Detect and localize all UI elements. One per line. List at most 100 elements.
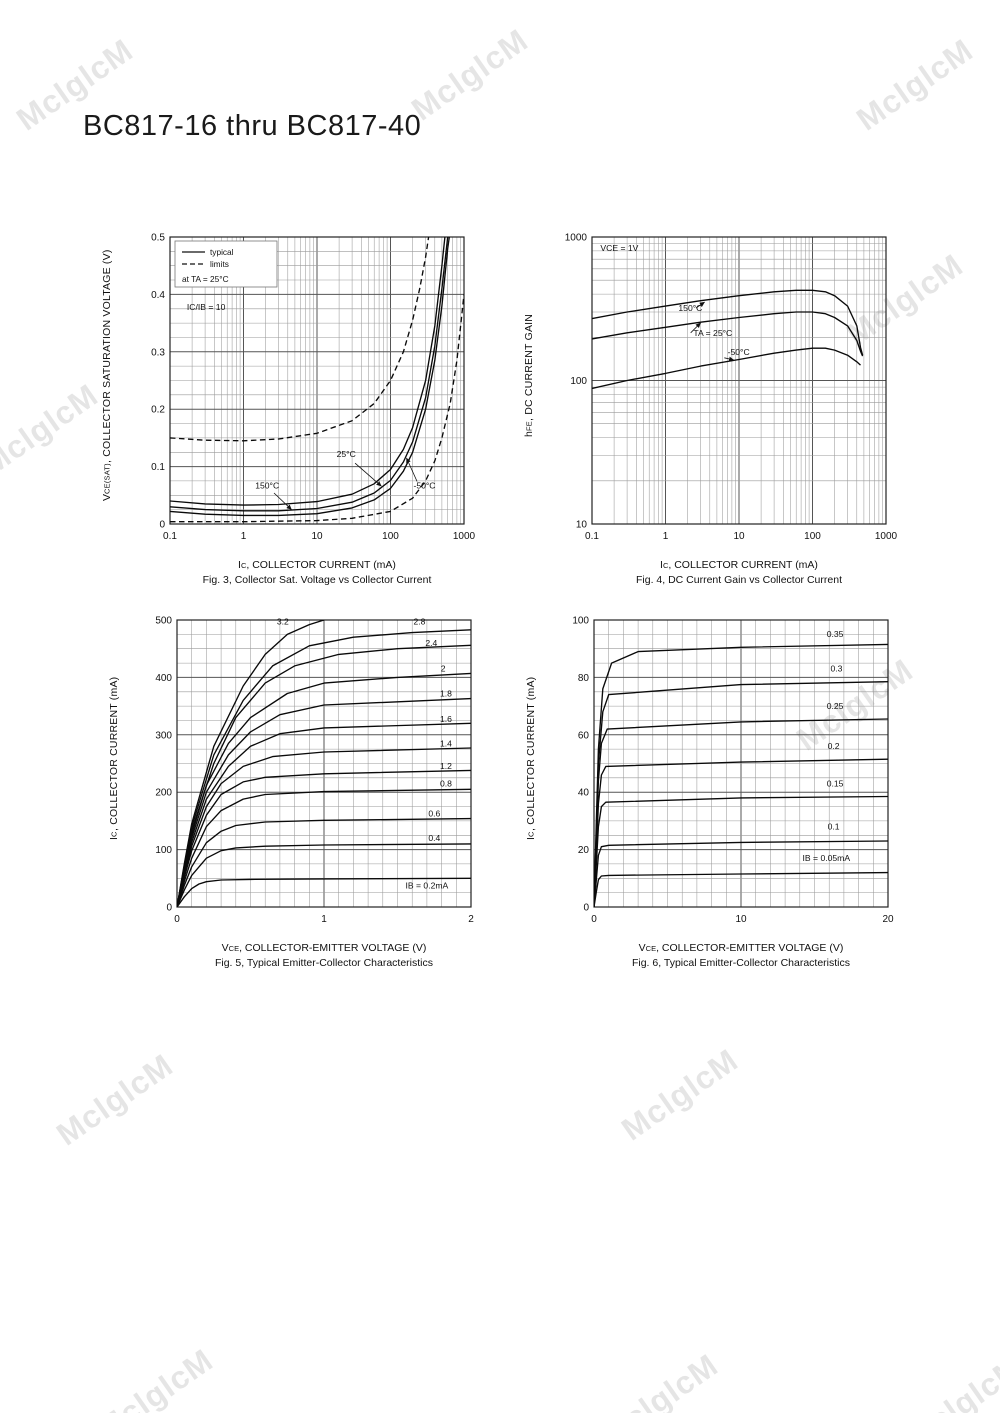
svg-text:150°C: 150°C bbox=[678, 303, 702, 313]
svg-text:0.25: 0.25 bbox=[827, 701, 844, 711]
svg-text:at TA = 25°C: at TA = 25°C bbox=[182, 274, 229, 284]
svg-text:60: 60 bbox=[578, 730, 590, 741]
y-axis-text: , DC CURRENT GAIN bbox=[523, 313, 535, 422]
fig3-y-axis-title: V CE(SAT), COLLECTOR SATURATION VOLTAGE (… bbox=[96, 227, 118, 524]
annotation-arrow bbox=[354, 462, 382, 487]
svg-text:1: 1 bbox=[241, 531, 247, 542]
svg-text:1.2: 1.2 bbox=[440, 761, 452, 771]
annotations: IC/IB = 10 25°C 150°C -50°C bbox=[187, 302, 436, 491]
svg-text:-50°C: -50°C bbox=[413, 480, 435, 490]
svg-text:0.6: 0.6 bbox=[428, 808, 440, 818]
series-ib-0.1mA bbox=[594, 840, 888, 907]
annotations: 3.2 2.8 2.4 2 1.8 1.6 1.4 1.2 0.8 0.6 0.4 IB = 0.2m… bbox=[277, 617, 452, 891]
x-axis-text: , COLLECTOR-EMITTER VOLTAGE (V) bbox=[656, 942, 844, 954]
series bbox=[177, 620, 471, 907]
fig6-x-axis-title: VCE, COLLECTOR-EMITTER VOLTAGE (V) bbox=[542, 942, 904, 954]
svg-text:80: 80 bbox=[578, 673, 590, 684]
fig3-caption: Fig. 3, Collector Sat. Voltage vs Collec… bbox=[202, 574, 432, 586]
y-axis-subscript: C bbox=[526, 831, 536, 837]
x-axis-symbol: V bbox=[221, 942, 229, 954]
fig5-x-axis-title: VCE, COLLECTOR-EMITTER VOLTAGE (V) bbox=[125, 942, 487, 954]
svg-text:300: 300 bbox=[155, 730, 172, 741]
svg-text:0.5: 0.5 bbox=[151, 233, 165, 244]
svg-text:0.35: 0.35 bbox=[827, 629, 844, 639]
figure-4: h FE, DC CURRENT GAIN 0.1 1 10 100 1000 10 100 1… bbox=[518, 227, 910, 587]
x-axis-text: , COLLECTOR CURRENT (mA) bbox=[668, 559, 818, 571]
annotation-arrow bbox=[406, 457, 418, 482]
annotation-arrow bbox=[690, 322, 701, 334]
series-limit-upper bbox=[170, 237, 430, 442]
svg-text:0: 0 bbox=[583, 903, 589, 914]
watermark: MclglcM bbox=[594, 1346, 725, 1413]
svg-text:100: 100 bbox=[155, 845, 172, 856]
fig3-x-axis-title: IC, COLLECTOR CURRENT (mA) bbox=[118, 559, 480, 571]
fig4-y-axis-title: h FE, DC CURRENT GAIN bbox=[518, 227, 540, 524]
fig5-chart-canvas: 0 1 2 0 100 200 300 400 500 3.2 2.8 2.4 2 1.8 1.6 1.4 1.… bbox=[155, 616, 474, 926]
series-ib-0.05mA bbox=[594, 871, 888, 907]
grid bbox=[176, 619, 472, 908]
page-title: BC817-16 thru BC817-40 bbox=[83, 110, 422, 142]
svg-text:100: 100 bbox=[570, 376, 587, 387]
annotation-arrow bbox=[273, 492, 292, 510]
x-axis-text: , COLLECTOR-EMITTER VOLTAGE (V) bbox=[239, 942, 427, 954]
watermark: MclglcM bbox=[0, 376, 105, 483]
series-ib-0.4mA bbox=[177, 843, 471, 907]
y-axis-text: , COLLECTOR CURRENT (mA) bbox=[525, 676, 537, 832]
watermark: MclglcM bbox=[614, 1041, 745, 1148]
grid bbox=[593, 619, 889, 908]
x-axis-symbol: V bbox=[638, 942, 646, 954]
series-ib-0.15mA bbox=[594, 795, 888, 907]
series-ib-0.6mA bbox=[177, 817, 471, 907]
series-typical-minus50C bbox=[170, 237, 446, 506]
svg-text:TA = 25°C: TA = 25°C bbox=[693, 328, 732, 338]
svg-text:0.2: 0.2 bbox=[151, 405, 165, 416]
plot-border bbox=[591, 236, 887, 525]
x-axis-symbol: I bbox=[238, 559, 241, 571]
svg-text:10: 10 bbox=[733, 531, 745, 542]
axis-tick-labels: 0 1 2 0 100 200 300 400 500 bbox=[155, 616, 474, 926]
svg-text:typical: typical bbox=[210, 247, 234, 257]
svg-text:1.8: 1.8 bbox=[440, 688, 452, 698]
y-axis-symbol: V bbox=[101, 494, 113, 502]
svg-text:0: 0 bbox=[591, 914, 597, 925]
series bbox=[594, 643, 888, 907]
series bbox=[592, 289, 864, 390]
watermark: MclglcM bbox=[849, 31, 980, 138]
svg-text:1000: 1000 bbox=[453, 531, 476, 542]
series-ib-0.2mA bbox=[177, 877, 471, 907]
series-ib-1.4mA bbox=[177, 747, 471, 907]
svg-text:0: 0 bbox=[174, 914, 180, 925]
svg-text:0.1: 0.1 bbox=[585, 531, 599, 542]
x-axis-text: , COLLECTOR CURRENT (mA) bbox=[246, 559, 396, 571]
x-axis-subscript: CE bbox=[228, 944, 240, 953]
svg-text:100: 100 bbox=[572, 616, 589, 627]
svg-text:25°C: 25°C bbox=[337, 449, 356, 459]
grid bbox=[591, 236, 887, 525]
svg-text:0: 0 bbox=[166, 903, 172, 914]
x-axis-subscript: C bbox=[240, 561, 247, 570]
svg-text:100: 100 bbox=[804, 531, 821, 542]
fig6-caption: Fig. 6, Typical Emitter-Collector Charac… bbox=[631, 957, 851, 969]
y-axis-symbol: I bbox=[525, 836, 537, 841]
fig4-caption: Fig. 4, DC Current Gain vs Collector Cur… bbox=[636, 574, 842, 586]
svg-text:10: 10 bbox=[735, 914, 747, 925]
svg-text:VCE = 1V: VCE = 1V bbox=[600, 243, 638, 253]
svg-text:2.4: 2.4 bbox=[425, 638, 437, 648]
svg-text:1: 1 bbox=[321, 914, 327, 925]
svg-text:20: 20 bbox=[882, 914, 894, 925]
svg-text:0.1: 0.1 bbox=[151, 462, 165, 473]
y-axis-symbol: I bbox=[108, 836, 120, 841]
watermark: MclglcM bbox=[49, 1046, 180, 1153]
svg-text:2: 2 bbox=[468, 914, 474, 925]
annotation-arrow bbox=[724, 356, 735, 362]
svg-text:0.1: 0.1 bbox=[163, 531, 177, 542]
svg-text:IC/IB = 10: IC/IB = 10 bbox=[187, 302, 226, 312]
svg-text:400: 400 bbox=[155, 673, 172, 684]
plot-border bbox=[169, 236, 465, 525]
